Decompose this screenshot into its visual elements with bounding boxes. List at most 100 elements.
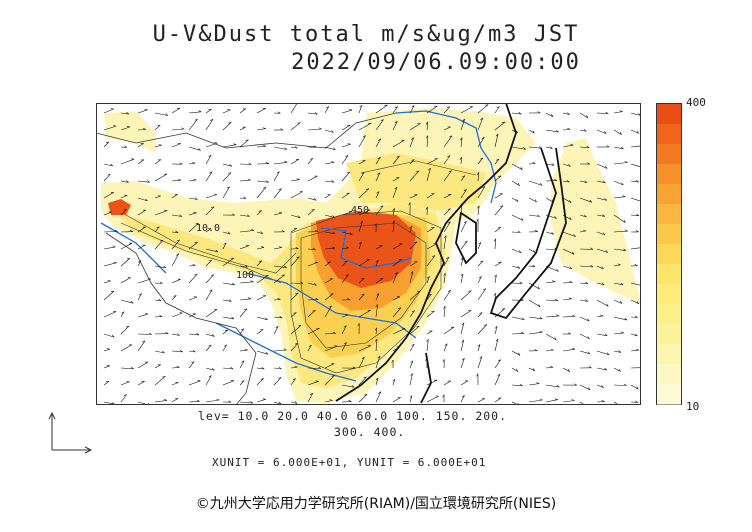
wind-arrow-head [375,377,379,381]
wind-arrow [273,316,283,319]
wind-arrow-head [600,314,604,317]
wind-arrow-head [245,244,249,246]
wind-arrow [103,163,113,167]
wind-arrow [596,214,605,217]
wind-arrow-head [295,292,299,295]
wind-arrow [494,205,504,216]
wind-arrow [528,399,543,403]
wind-arrow-head [223,242,227,245]
wind-arrow [137,143,144,148]
wind-arrow-head [261,367,265,370]
wind-arrow [562,214,572,221]
wind-arrow-head [333,147,336,151]
wind-arrow-head [517,230,521,233]
wind-arrow-head [634,264,638,266]
wind-arrow [307,381,319,386]
wind-arrow [239,230,254,233]
wind-arrow-head [278,188,282,191]
wind-arrow-head [460,203,463,207]
wind-arrow-head [462,175,466,178]
wind-arrow [171,312,183,318]
wind-arrow-head [461,395,465,398]
wind-arrow [273,349,287,352]
wind-arrow-head [196,399,200,402]
wind-arrow-head [482,186,486,189]
wind-arrow [511,350,521,356]
wind-arrow-head [461,357,465,361]
wind-arrow [630,214,639,217]
wind-arrow-head [461,339,464,343]
wind-arrow-head [392,220,395,224]
wind-arrow-head [636,180,639,183]
wind-arrow-head [411,159,415,161]
wind-arrow [562,197,572,203]
wind-arrow [188,273,198,284]
wind-arrow [103,141,110,148]
wind-arrow [579,112,589,119]
wind-arrow-head [107,173,111,176]
wind-arrow [324,247,335,250]
wind-arrow [460,273,464,284]
wind-arrow [103,381,110,386]
wind-arrow [426,227,435,233]
wind-arrow [256,108,266,114]
wind-arrow [154,159,162,165]
wind-arrow [596,350,610,356]
wind-arrow [511,163,523,170]
wind-arrow [103,365,110,369]
wind-arrow-head [426,339,429,342]
wind-arrow [341,384,355,388]
wind-arrow [222,380,235,386]
wind-arrow-head [585,299,588,302]
wind-arrow-head [208,344,212,347]
wind-arrow-head [619,301,623,304]
wind-arrow [341,314,349,318]
wind-arrow [222,242,227,250]
wind-arrow-head [164,399,168,401]
wind-arrow [290,312,297,318]
wind-arrow-head [213,193,217,195]
wind-arrow-head [375,338,378,342]
wind-arrow [545,299,558,301]
wind-arrow-head [318,127,322,130]
wind-arrow [392,186,398,199]
wind-arrow-head [246,214,250,217]
wind-arrow-head [159,281,163,284]
wind-arrow-head [228,172,232,174]
wind-arrow [239,380,245,386]
wind-arrow [545,231,554,235]
wind-arrow-head [538,304,541,308]
wind-arrow-head [539,330,543,333]
wind-arrow [460,203,463,216]
wind-arrow-head [493,238,497,242]
wind-arrow-head [377,157,381,159]
wind-arrow [545,248,558,251]
wind-arrow [596,265,604,270]
wind-arrow [426,158,438,165]
wind-arrow [239,179,251,182]
wind-arrow [358,172,365,182]
wind-arrow-head [582,229,587,232]
wind-arrow [358,105,363,114]
wind-arrow [341,274,349,284]
wind-arrow [630,112,641,116]
wind-arrow [375,157,381,165]
wind-arrow [324,194,331,199]
wind-arrow-head [480,117,483,121]
colorbar-band [657,104,681,125]
wind-arrow [409,271,414,284]
wind-arrow-head [496,106,500,109]
wind-arrow-head [245,265,248,268]
wind-arrow-head [247,178,251,181]
wind-arrow [137,381,145,386]
wind-arrow-head [431,310,435,312]
wind-arrow [528,146,542,149]
wind-arrow-head [375,304,378,308]
wind-arrow [290,292,299,301]
wind-arrow-head [265,317,268,321]
wind-arrow [477,104,489,114]
wind-arrow-head [551,231,554,235]
wind-arrow [256,378,264,386]
wind-arrow [409,105,415,114]
wind-arrow [579,282,589,285]
